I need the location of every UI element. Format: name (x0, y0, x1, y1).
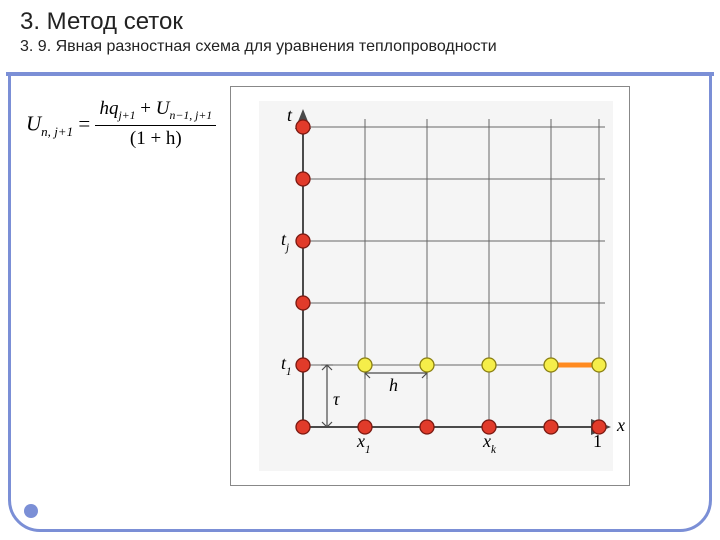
decorative-dot (24, 504, 38, 518)
formula-lhs-var: U (26, 112, 41, 136)
svg-text:x: x (616, 415, 625, 435)
svg-text:h: h (389, 375, 398, 395)
formula-num-left: hq (99, 98, 118, 119)
slide-title: 3. Метод сеток (20, 8, 700, 36)
grid-svg: ttjt1x1xk1xτh (231, 87, 631, 487)
slide-header: 3. Метод сеток 3. 9. Явная разностная сх… (6, 0, 714, 76)
slide-content: Un, j+1 = hqj+1 + Un−1, j+1 (1 + h) ttjt… (12, 82, 708, 528)
formula: Un, j+1 = hqj+1 + Un−1, j+1 (1 + h) (26, 100, 216, 152)
formula-num-right: U (156, 98, 170, 119)
svg-text:τ: τ (333, 389, 340, 409)
formula-lhs-sub: n, j+1 (41, 124, 73, 139)
grid-diagram: ttjt1x1xk1xτh (230, 86, 630, 486)
svg-text:1: 1 (593, 431, 602, 451)
formula-den: (1 + h) (95, 126, 216, 150)
slide-subtitle: 3. 9. Явная разностная схема для уравнен… (20, 38, 700, 56)
